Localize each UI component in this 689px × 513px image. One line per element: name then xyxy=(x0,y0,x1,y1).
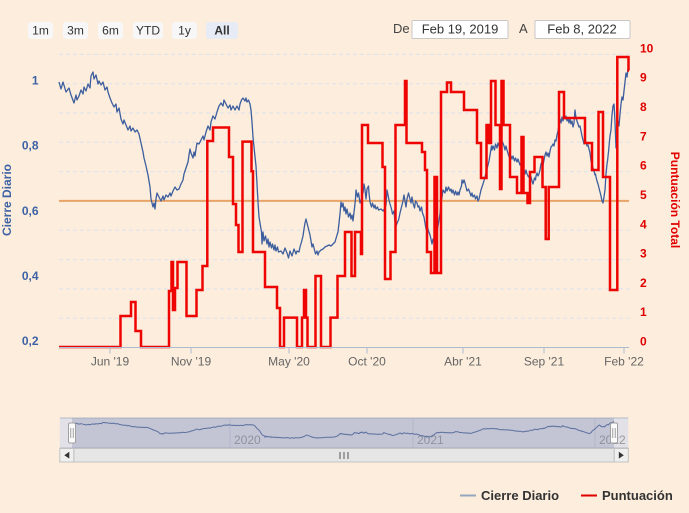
svg-text:0,4: 0,4 xyxy=(22,269,39,283)
svg-text:3: 3 xyxy=(640,247,647,261)
svg-text:Cierre Diario: Cierre Diario xyxy=(0,164,14,236)
svg-text:0: 0 xyxy=(640,335,647,349)
svg-text:5: 5 xyxy=(640,188,647,202)
svg-text:All: All xyxy=(214,24,229,38)
svg-text:Feb 19, 2019: Feb 19, 2019 xyxy=(422,22,499,37)
svg-text:0,2: 0,2 xyxy=(22,334,39,348)
svg-text:3m: 3m xyxy=(67,24,84,38)
svg-text:Feb 8, 2022: Feb 8, 2022 xyxy=(547,22,616,37)
svg-text:Jun '19: Jun '19 xyxy=(91,355,130,369)
svg-text:1: 1 xyxy=(640,305,647,319)
svg-text:Puntuación Total: Puntuación Total xyxy=(668,152,682,248)
svg-text:Puntuación: Puntuación xyxy=(602,488,673,503)
svg-text:1m: 1m xyxy=(32,24,49,38)
svg-text:Feb '22: Feb '22 xyxy=(604,355,644,369)
svg-text:7: 7 xyxy=(640,129,647,143)
svg-text:8: 8 xyxy=(640,100,647,114)
svg-text:10: 10 xyxy=(640,41,654,55)
svg-text:Cierre Diario: Cierre Diario xyxy=(481,488,559,503)
svg-text:2: 2 xyxy=(640,276,647,290)
svg-text:Sep '21: Sep '21 xyxy=(524,355,565,369)
svg-text:0,6: 0,6 xyxy=(22,204,39,218)
svg-text:0,8: 0,8 xyxy=(22,139,39,153)
svg-text:Nov '19: Nov '19 xyxy=(171,355,212,369)
svg-text:A: A xyxy=(519,21,528,36)
svg-text:6: 6 xyxy=(640,159,647,173)
svg-text:4: 4 xyxy=(640,217,647,231)
svg-text:1: 1 xyxy=(32,74,39,88)
svg-text:Abr '21: Abr '21 xyxy=(444,355,482,369)
svg-text:9: 9 xyxy=(640,71,647,85)
svg-text:De: De xyxy=(393,21,410,36)
svg-text:1y: 1y xyxy=(178,24,191,38)
svg-text:May '20: May '20 xyxy=(268,355,310,369)
svg-text:2020: 2020 xyxy=(234,433,261,447)
svg-text:6m: 6m xyxy=(102,24,119,38)
svg-text:Oct '20: Oct '20 xyxy=(348,355,386,369)
svg-text:YTD: YTD xyxy=(136,24,160,38)
